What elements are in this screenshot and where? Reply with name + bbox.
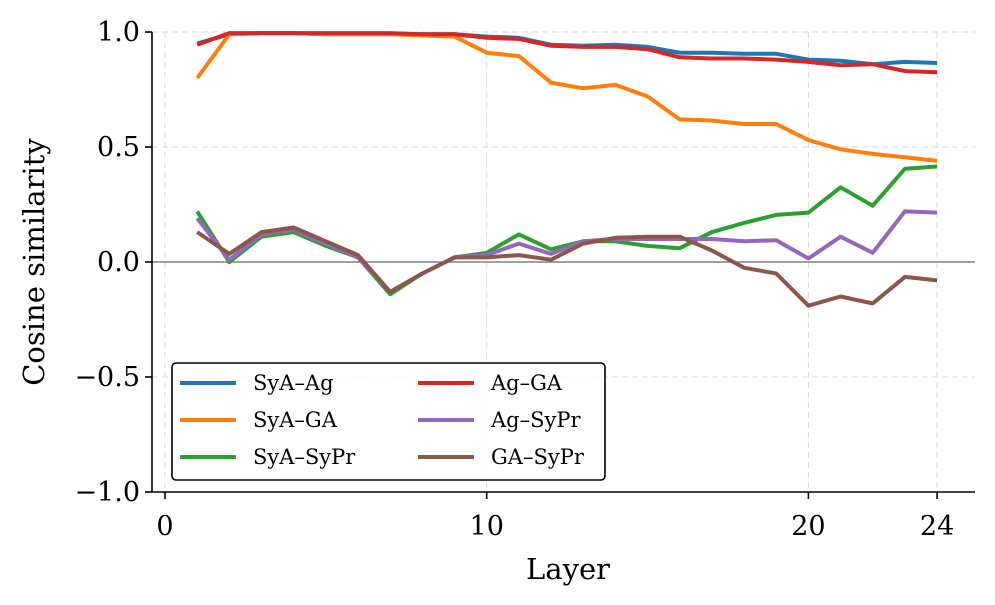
series-lines <box>197 33 937 306</box>
y-tick-label: 0.0 <box>97 247 140 278</box>
legend-label: Ag–SyPr <box>490 408 581 432</box>
x-tick-label: 24 <box>920 511 954 542</box>
y-tick-label: −0.5 <box>74 362 140 393</box>
y-tick-label: 1.0 <box>97 17 140 48</box>
legend-label: SyA–GA <box>253 408 338 432</box>
x-tick-label: 20 <box>791 511 825 542</box>
y-tick-label: 0.5 <box>97 132 140 163</box>
line-chart: 0 10 20 24 1.0 0.5 0.0 −0.5 −1.0 Layer Cosine si… <box>0 0 995 605</box>
legend: SyA–Ag SyA–GA SyA–SyPr Ag–GA Ag–SyPr GA–SyPr <box>172 363 605 480</box>
series-line <box>197 167 937 295</box>
legend-label: SyA–SyPr <box>253 445 356 469</box>
series-line <box>197 33 937 72</box>
y-tick-label: −1.0 <box>74 477 140 508</box>
series-line <box>197 33 937 161</box>
x-tick-label: 10 <box>470 511 504 542</box>
legend-label: GA–SyPr <box>491 445 585 469</box>
series-line <box>197 33 937 64</box>
y-axis-title: Cosine similarity <box>17 138 51 386</box>
x-tick-label: 0 <box>156 511 173 542</box>
legend-label: Ag–GA <box>490 371 563 395</box>
legend-label: SyA–Ag <box>253 371 334 395</box>
x-axis-title: Layer <box>526 552 610 586</box>
